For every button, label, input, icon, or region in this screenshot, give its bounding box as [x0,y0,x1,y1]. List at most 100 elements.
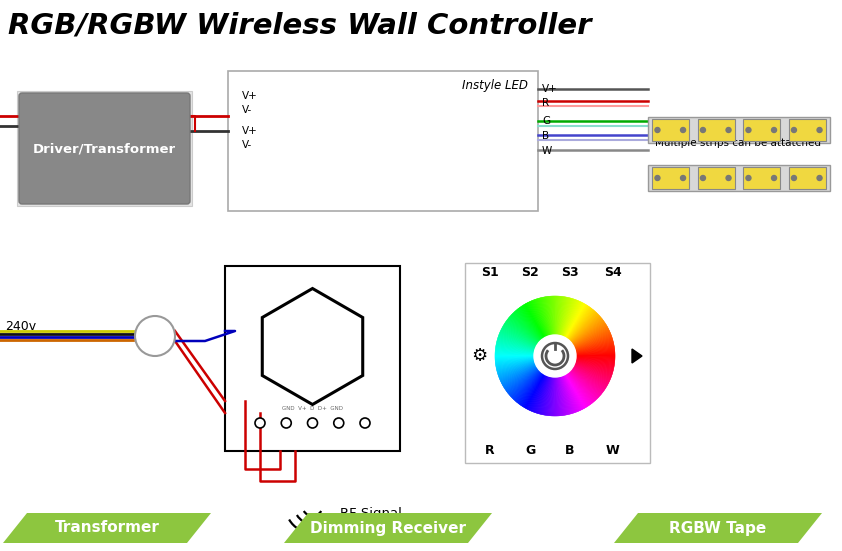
Wedge shape [542,297,552,337]
Circle shape [542,343,568,369]
Wedge shape [498,337,536,350]
Text: Instyle LED: Instyle LED [462,79,528,92]
Wedge shape [556,296,559,336]
Wedge shape [573,328,609,347]
Wedge shape [565,373,585,408]
Wedge shape [567,306,590,340]
Wedge shape [574,337,612,350]
Wedge shape [501,328,537,347]
Wedge shape [523,305,545,339]
Wedge shape [496,344,536,353]
Wedge shape [505,322,539,345]
Wedge shape [572,323,606,345]
Wedge shape [556,376,558,416]
Wedge shape [504,366,538,388]
Text: Multiple strips can be attatched: Multiple strips can be attatched [655,138,821,148]
Wedge shape [536,299,549,337]
Wedge shape [556,296,558,336]
Wedge shape [524,373,545,408]
Wedge shape [526,374,546,409]
Wedge shape [566,305,588,339]
Wedge shape [523,373,545,408]
Wedge shape [545,296,552,336]
Wedge shape [574,361,613,374]
Wedge shape [551,296,554,336]
Wedge shape [501,364,537,383]
Wedge shape [504,367,539,390]
Text: S1: S1 [481,267,498,279]
Wedge shape [495,355,535,356]
Wedge shape [563,301,580,338]
Wedge shape [570,317,602,343]
Wedge shape [573,335,612,349]
Wedge shape [495,358,536,363]
Wedge shape [499,332,536,348]
Wedge shape [567,307,591,340]
Wedge shape [560,375,571,414]
Text: Transformer: Transformer [55,521,159,536]
Wedge shape [554,376,556,416]
Wedge shape [570,369,600,396]
Wedge shape [497,361,536,372]
Wedge shape [508,317,540,344]
Wedge shape [574,344,614,353]
Wedge shape [568,312,598,342]
Wedge shape [503,366,538,387]
Wedge shape [498,362,536,375]
Wedge shape [568,371,595,401]
Text: Driver/Transformer: Driver/Transformer [33,142,176,155]
Wedge shape [571,320,604,344]
Wedge shape [575,352,615,355]
Wedge shape [572,367,605,390]
Wedge shape [573,366,607,387]
Wedge shape [567,372,592,404]
Wedge shape [498,363,536,377]
Circle shape [817,176,822,181]
Wedge shape [510,369,541,397]
Wedge shape [506,320,539,344]
Wedge shape [575,359,615,366]
Text: V+: V+ [242,91,258,101]
Wedge shape [531,375,547,412]
Wedge shape [521,372,544,407]
Wedge shape [503,366,538,386]
Wedge shape [502,327,537,347]
Wedge shape [514,371,542,402]
Wedge shape [497,339,536,351]
Wedge shape [504,322,538,345]
Wedge shape [568,309,593,341]
Wedge shape [572,366,606,388]
Wedge shape [555,296,556,336]
Text: ⚙: ⚙ [471,347,487,365]
Wedge shape [564,374,584,409]
Wedge shape [495,349,536,354]
Wedge shape [558,376,566,415]
Text: V+: V+ [242,126,258,136]
Wedge shape [573,363,610,380]
Wedge shape [571,321,605,345]
Wedge shape [571,320,605,344]
Wedge shape [566,372,590,406]
Wedge shape [503,325,538,346]
Wedge shape [557,296,563,336]
Wedge shape [547,376,553,415]
Wedge shape [562,299,576,337]
Wedge shape [540,298,551,337]
Polygon shape [614,513,822,543]
Wedge shape [573,365,608,386]
Wedge shape [575,358,615,364]
Wedge shape [513,370,541,399]
Wedge shape [573,364,610,381]
Wedge shape [542,376,552,415]
Wedge shape [575,347,615,354]
Text: S4: S4 [604,267,622,279]
Wedge shape [569,370,598,399]
Wedge shape [514,371,541,401]
Wedge shape [500,329,537,348]
Wedge shape [518,308,543,341]
Wedge shape [573,364,610,382]
Wedge shape [522,305,545,339]
Wedge shape [559,375,570,414]
Wedge shape [495,347,536,353]
Circle shape [817,127,822,132]
